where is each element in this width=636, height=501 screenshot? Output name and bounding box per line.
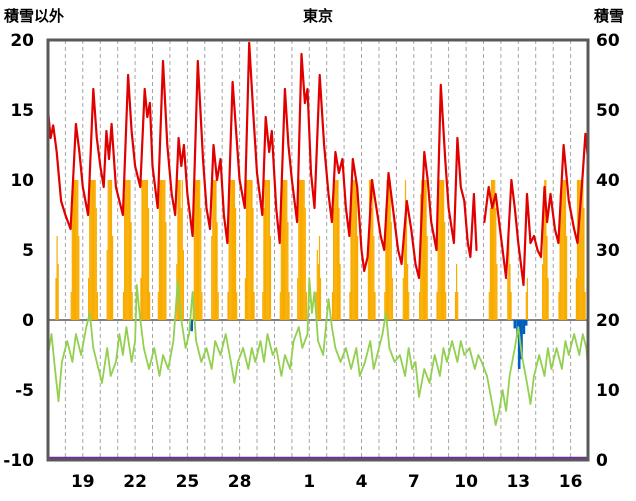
- right-axis-tick-label: 50: [596, 101, 620, 121]
- temperature-line: [46, 41, 590, 287]
- x-axis-tick-label: 1: [303, 472, 315, 492]
- x-axis-tick-label: 13: [506, 472, 530, 492]
- x-axis-tick-label: 22: [123, 472, 147, 492]
- left-axis-tick-label: 0: [22, 311, 34, 331]
- left-axis-tick-label: 10: [10, 171, 34, 191]
- right-axis-tick-label: 60: [596, 31, 620, 51]
- right-axis-tick-label: 20: [596, 311, 620, 331]
- right-axis-tick-label: 10: [596, 381, 620, 401]
- plot-border: [46, 38, 590, 462]
- left-axis-tick-label: -5: [15, 381, 34, 401]
- x-axis-tick-label: 28: [228, 472, 252, 492]
- sunshine-bars: [55, 180, 586, 320]
- right-axis-title: 積雪: [593, 7, 624, 25]
- left-axis-tick-label: 15: [10, 101, 34, 121]
- right-axis-tick-label: 30: [596, 241, 620, 261]
- x-axis-labels: 19 22 25 28 1 4 7 10 13 16: [71, 472, 582, 492]
- left-axis-tick-label: 20: [10, 31, 34, 51]
- left-axis-tick-label: -10: [3, 451, 34, 471]
- right-axis-labels: 60 50 40 30 20 10 0: [596, 31, 620, 471]
- x-axis-tick-label: 19: [71, 472, 95, 492]
- x-axis-tick-label: 16: [559, 472, 583, 492]
- left-axis-tick-label: 5: [22, 241, 34, 261]
- x-axis-tick-label: 4: [356, 472, 368, 492]
- x-axis-tick-label: 25: [176, 472, 200, 492]
- x-axis-tick-label: 7: [408, 472, 420, 492]
- day-gridlines: [64, 40, 572, 460]
- chart-title: 東京: [302, 7, 333, 25]
- green-line: [47, 277, 589, 426]
- right-axis-tick-label: 0: [596, 451, 608, 471]
- left-axis-labels: 20 15 10 5 0 -5 -10: [3, 31, 34, 471]
- left-axis-title: 積雪以外: [4, 7, 65, 25]
- right-axis-tick-label: 40: [596, 171, 620, 191]
- x-axis-tick-label: 10: [454, 472, 478, 492]
